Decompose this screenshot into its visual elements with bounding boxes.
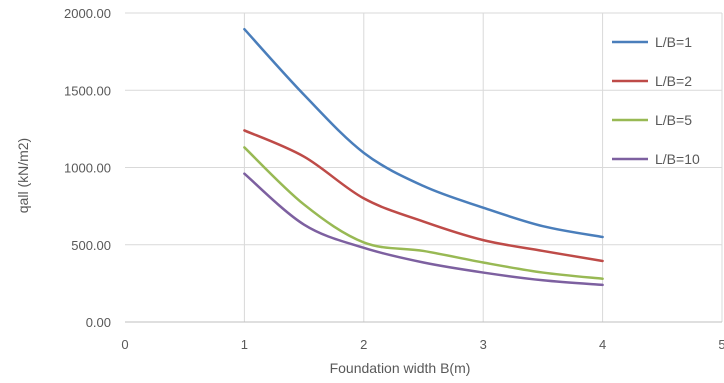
- y-tick-label: 1000.00: [64, 161, 111, 176]
- series-line-1: [243, 27, 604, 239]
- gridlines: [125, 12, 723, 322]
- y-tick-label: 0.00: [86, 315, 111, 330]
- y-tick-label: 1500.00: [64, 83, 111, 98]
- legend-label: L/B=2: [655, 73, 692, 89]
- y-axis-title: qall (kN/m2): [15, 138, 31, 213]
- series-lines: [243, 27, 604, 287]
- x-tick-label: 1: [241, 337, 248, 352]
- series-line-3: [243, 146, 604, 280]
- x-tick-label: 5: [718, 337, 724, 352]
- series-line-4: [243, 172, 604, 287]
- legend-label: L/B=5: [655, 112, 692, 128]
- series-line-2: [243, 129, 604, 263]
- legend-label: L/B=10: [655, 151, 700, 167]
- legend-label: L/B=1: [655, 34, 692, 50]
- x-tick-label: 0: [121, 337, 128, 352]
- y-tick-label: 2000.00: [64, 6, 111, 21]
- legend: L/B=1 L/B=2 L/B=5 L/B=10: [612, 34, 700, 167]
- x-axis-title: Foundation width B(m): [330, 360, 471, 376]
- y-axis-tick-labels: 0.00 500.00 1000.00 1500.00 2000.00: [64, 6, 111, 330]
- x-tick-label: 2: [360, 337, 367, 352]
- y-tick-label: 500.00: [71, 238, 111, 253]
- x-tick-label: 3: [480, 337, 487, 352]
- x-axis-tick-labels: 0 1 2 3 4 5: [121, 337, 724, 352]
- x-tick-label: 4: [599, 337, 606, 352]
